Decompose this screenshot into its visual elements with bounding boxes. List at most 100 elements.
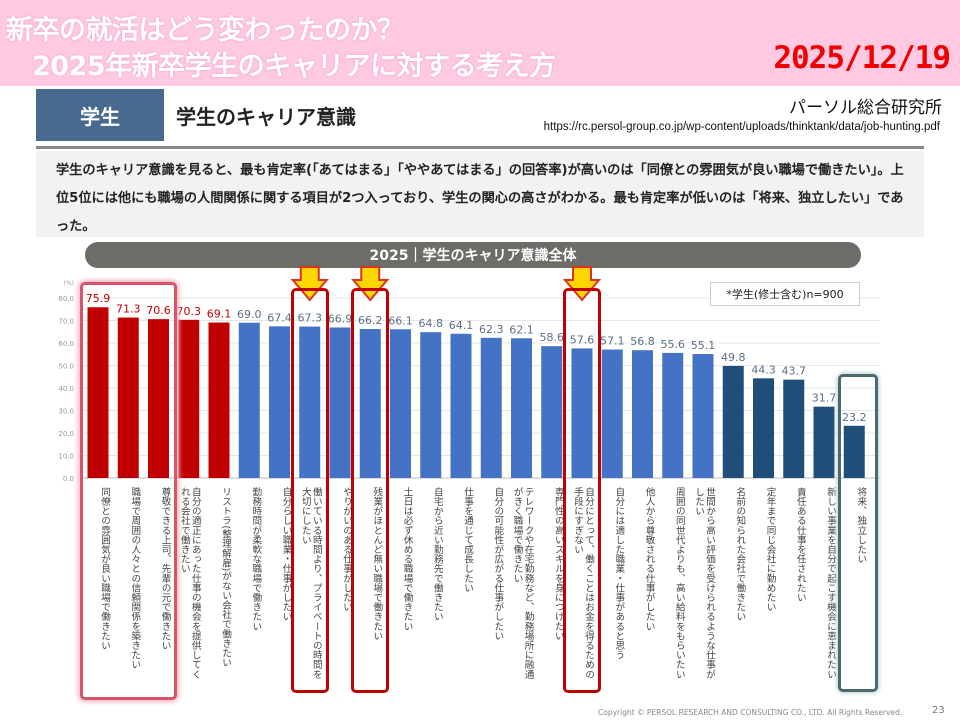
category-label: 専門性の高いスキルを身につけたい	[552, 487, 564, 641]
category-label: 世間から高い評価を受けられるような仕事がしたい	[693, 487, 715, 679]
value-label: 71.3	[116, 303, 141, 316]
bar	[722, 365, 744, 478]
category-label: 責任ある仕事を任されたい	[794, 487, 806, 603]
value-label: 62.3	[479, 323, 504, 336]
y-tick-label: 70.0	[58, 318, 74, 326]
value-label: 23.2	[842, 411, 867, 424]
highlight-box	[80, 282, 177, 700]
category-label: 定年まで同じ会社に勤めたい	[764, 487, 776, 612]
y-tick-label: 40.0	[58, 385, 74, 393]
value-label: 57.6	[570, 333, 595, 346]
banner-title-line2: 2025年新卒学生のキャリアに対する考え方	[32, 51, 556, 82]
section-title: 学生のキャリア意識	[176, 105, 356, 129]
value-label: 57.1	[600, 335, 625, 348]
value-label: 69.0	[237, 308, 262, 321]
category-label: 名前の知られた会社で働きたい	[734, 487, 746, 622]
category-label: 土日は必ず休める職場で働きたい	[401, 487, 413, 631]
bar	[208, 322, 230, 478]
value-label: 67.3	[298, 312, 323, 325]
value-label: 67.4	[267, 311, 292, 324]
y-tick-label: 60.0	[58, 340, 74, 348]
bar	[359, 329, 381, 478]
bar	[601, 349, 623, 478]
y-tick-label: 20.0	[58, 430, 74, 438]
value-label: 44.3	[751, 363, 776, 376]
sample-note: *学生(修士含む)n=900	[710, 282, 860, 306]
y-tick-label: 0.0	[63, 475, 74, 483]
highlight-box	[351, 288, 390, 693]
value-label: 69.1	[207, 308, 232, 321]
category-label: リストラ(整理解雇)がない会社で働きたい	[220, 487, 231, 668]
value-label: 66.2	[358, 314, 383, 327]
value-label: 66.9	[328, 312, 353, 325]
highlight-box	[838, 374, 878, 692]
value-label: 43.7	[782, 365, 807, 378]
bar	[843, 425, 865, 478]
value-label: 70.6	[146, 304, 171, 317]
y-axis-unit: (%)	[64, 280, 74, 287]
category-label: 自分らしい職業・仕事がしたい	[280, 487, 292, 622]
banner-title-line1: 新卒の就活はどう変わったのか？	[6, 15, 404, 46]
description-text: 学生のキャリア意識を見ると、最も肯定率(「あてはまる」「ややあてはまる」の回答率…	[36, 151, 924, 237]
value-label: 55.6	[661, 338, 686, 351]
category-label: 職場で周囲の人々との信頼関係を築きたい	[129, 487, 141, 670]
highlight-box	[563, 288, 601, 693]
bar	[178, 319, 200, 478]
banner-date: 2025/12/19	[773, 40, 951, 76]
category-label: 新しい事業を自分で起こす機会に恵まれたい	[825, 487, 836, 679]
bar	[238, 322, 260, 478]
category-label: 仕事を通じて成長したい	[462, 487, 473, 593]
bar	[632, 350, 653, 478]
bar	[692, 354, 714, 478]
category-label: 自分の可能性が広がる仕事がしたい	[492, 487, 504, 641]
highlight-box	[290, 288, 329, 693]
bar	[571, 348, 593, 478]
copyright: Copyright © PERSOL RESEARCH AND CONSULTI…	[598, 708, 903, 717]
bar	[813, 406, 835, 478]
divider	[36, 146, 924, 149]
value-label: 55.1	[691, 339, 716, 352]
category-label: 自分の適正にあった仕事の機会を提供してくれる会社で働きたい	[178, 487, 201, 679]
y-tick-label: 10.0	[58, 453, 74, 461]
category-label: 同僚との雰囲気が良い職場で働きたい	[99, 487, 110, 651]
bar	[269, 326, 290, 478]
category-label: 残業がほとんど無い職場で働きたい	[371, 487, 383, 641]
value-label: 31.7	[812, 392, 837, 405]
category-label: 将来、独立したい	[855, 487, 867, 564]
category-label: 他人から尊敬される仕事がしたい	[643, 487, 655, 631]
source-name: パーソル総合研究所	[789, 98, 942, 118]
bar	[753, 378, 774, 478]
bar	[480, 337, 502, 478]
bar	[390, 329, 411, 478]
bar	[117, 317, 139, 478]
value-label: 62.1	[509, 323, 534, 336]
category-label: 周囲の同世代よりも、高い給料をもらいたい	[673, 487, 685, 679]
value-label: 75.9	[86, 292, 111, 305]
category-label: 自宅から近い勤務先で働きたい	[431, 487, 443, 622]
value-label: 49.8	[721, 351, 746, 364]
bar	[783, 379, 805, 478]
category-label: 自分には適した職業・仕事があると思う	[613, 487, 625, 660]
category-label: 働いている時間より、プライベートの時間を大切にしたい	[299, 487, 322, 679]
bar	[87, 307, 109, 478]
category-label: テレワークや在宅勤務など、勤務場所に融通がきく職場で働きたい	[511, 487, 534, 679]
source-url[interactable]: https://rc.persol-group.co.jp/wp-content…	[543, 121, 940, 133]
bar	[299, 326, 321, 478]
value-label: 64.8	[419, 317, 444, 330]
page-number: 23	[932, 705, 945, 716]
y-tick-label: 50.0	[58, 363, 74, 371]
section-tag: 学生	[36, 89, 164, 141]
category-label: 勤務時間が柔軟な職場で働きたい	[250, 487, 262, 631]
category-label: 尊敬できる上司、先輩の元で働きたい	[159, 487, 171, 651]
value-label: 70.3	[177, 305, 202, 318]
value-label: 64.1	[449, 319, 474, 332]
bar	[420, 332, 442, 478]
value-label: 58.6	[540, 331, 565, 344]
value-label: 66.1	[388, 314, 413, 327]
bar	[148, 319, 169, 478]
bar	[329, 327, 351, 478]
y-tick-label: 30.0	[58, 408, 74, 416]
bar	[450, 333, 472, 478]
bar	[541, 346, 563, 478]
category-label: やりがいのある仕事がしたい	[341, 487, 352, 612]
